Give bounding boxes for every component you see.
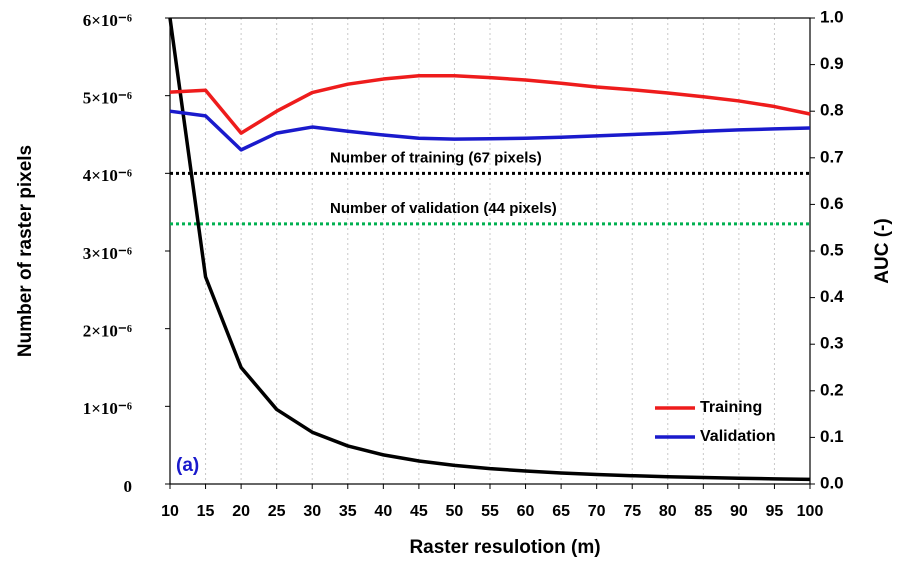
y-tick-label: 0 [124, 477, 133, 496]
x-tick-label: 45 [410, 503, 428, 520]
y2-tick-label: 0.6 [820, 194, 844, 213]
x-tick-label: 80 [659, 503, 677, 520]
y2-tick-label: 0.2 [820, 380, 844, 399]
x-tick-label: 90 [730, 503, 748, 520]
y2-tick-label: 0.3 [820, 334, 844, 353]
y-tick-label: 2×10⁻⁶ [83, 322, 132, 341]
annotation: (a) [176, 455, 199, 476]
y2-tick-label: 0.5 [820, 240, 844, 259]
series-line [169, 109, 811, 152]
y-tick-label: 5×10⁻⁶ [83, 89, 132, 108]
series-line [169, 74, 811, 135]
x-tick-label: 35 [339, 503, 357, 520]
reference-label: Number of training (67 pixels) [330, 149, 542, 166]
x-tick-label: 50 [446, 503, 464, 520]
x-tick-label: 85 [694, 503, 712, 520]
reference-label: Number of validation (44 pixels) [330, 200, 557, 217]
x-tick-label: 65 [552, 503, 570, 520]
y2-tick-label: 1.0 [820, 7, 844, 26]
x-tick-label: 40 [374, 503, 392, 520]
y2-tick-label: 0.7 [820, 147, 844, 166]
x-tick-label: 25 [268, 503, 286, 520]
y2-tick-label: 0.1 [820, 427, 844, 446]
y2-axis-label: AUC (-) [872, 218, 893, 283]
plot-frame [169, 17, 811, 485]
x-axis-label: Raster resulotion (m) [409, 537, 600, 558]
x-tick-label: 20 [232, 503, 250, 520]
x-tick-label: 100 [797, 503, 824, 520]
y-axis-label: Number of raster pixels [15, 145, 36, 357]
y-tick-label: 3×10⁻⁶ [83, 244, 132, 263]
x-tick-label: 55 [481, 503, 499, 520]
series-line [168, 17, 811, 482]
y-tick-label: 4×10⁻⁶ [83, 166, 132, 185]
y2-tick-label: 0.8 [820, 101, 844, 120]
x-tick-label: 75 [623, 503, 641, 520]
legend-label: Training [700, 399, 762, 416]
y2-tick-label: 0.4 [820, 287, 844, 306]
x-tick-label: 70 [588, 503, 606, 520]
y-tick-label: 1×10⁻⁶ [83, 399, 132, 418]
legend-label: Validation [700, 428, 776, 445]
y-tick-label: 6×10⁻⁶ [83, 11, 132, 30]
x-tick-label: 10 [161, 503, 179, 520]
y2-tick-label: 0.9 [820, 54, 844, 73]
x-tick-label: 60 [517, 503, 535, 520]
x-tick-label: 15 [197, 503, 215, 520]
y2-tick-label: 0.0 [820, 473, 844, 492]
x-tick-label: 30 [303, 503, 321, 520]
x-tick-label: 95 [766, 503, 784, 520]
